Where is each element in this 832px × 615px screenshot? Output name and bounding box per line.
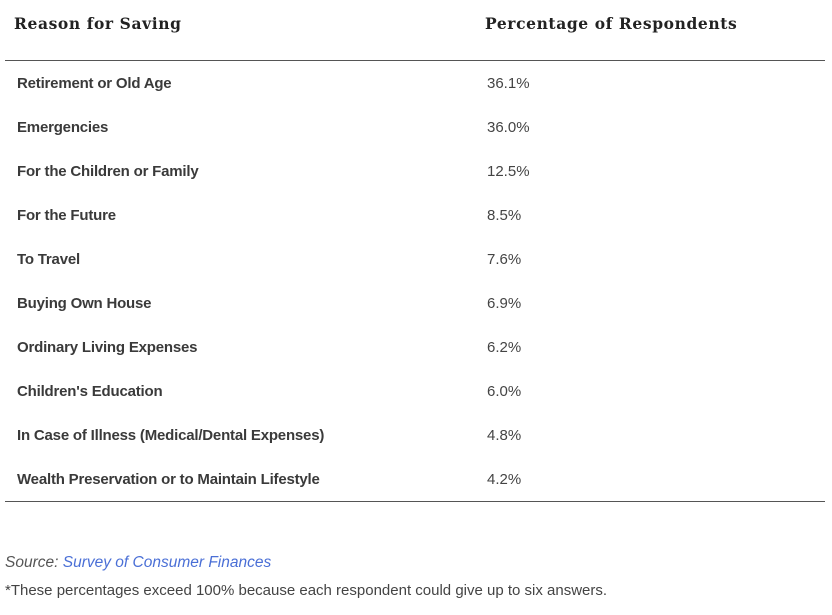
table-row: For the Future 8.5% [5, 193, 825, 237]
source-line: Source: Survey of Consumer Finances [5, 554, 271, 572]
table-row: Emergencies 36.0% [5, 105, 825, 149]
percentage-cell: 6.9% [487, 294, 522, 312]
reason-cell: Buying Own House [17, 294, 152, 312]
source-link[interactable]: Survey of Consumer Finances [62, 554, 272, 571]
percentage-cell: 8.5% [487, 206, 522, 224]
table-row: In Case of Illness (Medical/Dental Expen… [5, 413, 825, 457]
percentage-cell: 36.0% [487, 118, 530, 136]
table-row: Ordinary Living Expenses 6.2% [5, 325, 825, 369]
percentage-cell: 6.0% [487, 382, 522, 400]
reason-cell: Children's Education [17, 382, 163, 400]
column-header-percentage: Percentage of Respondents [476, 14, 825, 61]
reason-cell: Retirement or Old Age [17, 74, 172, 92]
reason-cell: For the Future [17, 206, 116, 224]
reason-cell: Ordinary Living Expenses [17, 338, 198, 356]
table-row: Wealth Preservation or to Maintain Lifes… [5, 457, 825, 502]
reason-cell: To Travel [17, 250, 80, 268]
table-header: Reason for Saving Percentage of Responde… [5, 14, 825, 61]
reason-cell: For the Children or Family [17, 162, 199, 180]
footnote: *These percentages exceed 100% because e… [5, 582, 608, 599]
table-row: Buying Own House 6.9% [5, 281, 825, 325]
percentage-cell: 4.8% [487, 426, 522, 444]
reason-cell: Emergencies [17, 118, 109, 136]
table-row: For the Children or Family 12.5% [5, 149, 825, 193]
table-row: Children's Education 6.0% [5, 369, 825, 413]
table-body: Retirement or Old Age 36.1% Emergencies … [5, 61, 825, 502]
percentage-cell: 4.2% [476, 457, 825, 502]
table-row: Retirement or Old Age 36.1% [5, 61, 825, 106]
reason-cell: In Case of Illness (Medical/Dental Expen… [17, 426, 325, 444]
savings-reasons-table: Reason for Saving Percentage of Responde… [5, 14, 825, 502]
column-header-reason: Reason for Saving [5, 14, 476, 61]
table-header-row: Reason for Saving Percentage of Responde… [5, 14, 825, 61]
percentage-cell: 6.2% [487, 338, 522, 356]
percentage-cell: 36.1% [487, 74, 530, 92]
percentage-cell: 7.6% [487, 250, 522, 268]
table-row: To Travel 7.6% [5, 237, 825, 281]
savings-reasons-table-container: Reason for Saving Percentage of Responde… [5, 14, 825, 502]
percentage-cell: 12.5% [487, 162, 530, 180]
source-label: Source: [5, 554, 63, 571]
reason-cell: Wealth Preservation or to Maintain Lifes… [5, 457, 476, 502]
